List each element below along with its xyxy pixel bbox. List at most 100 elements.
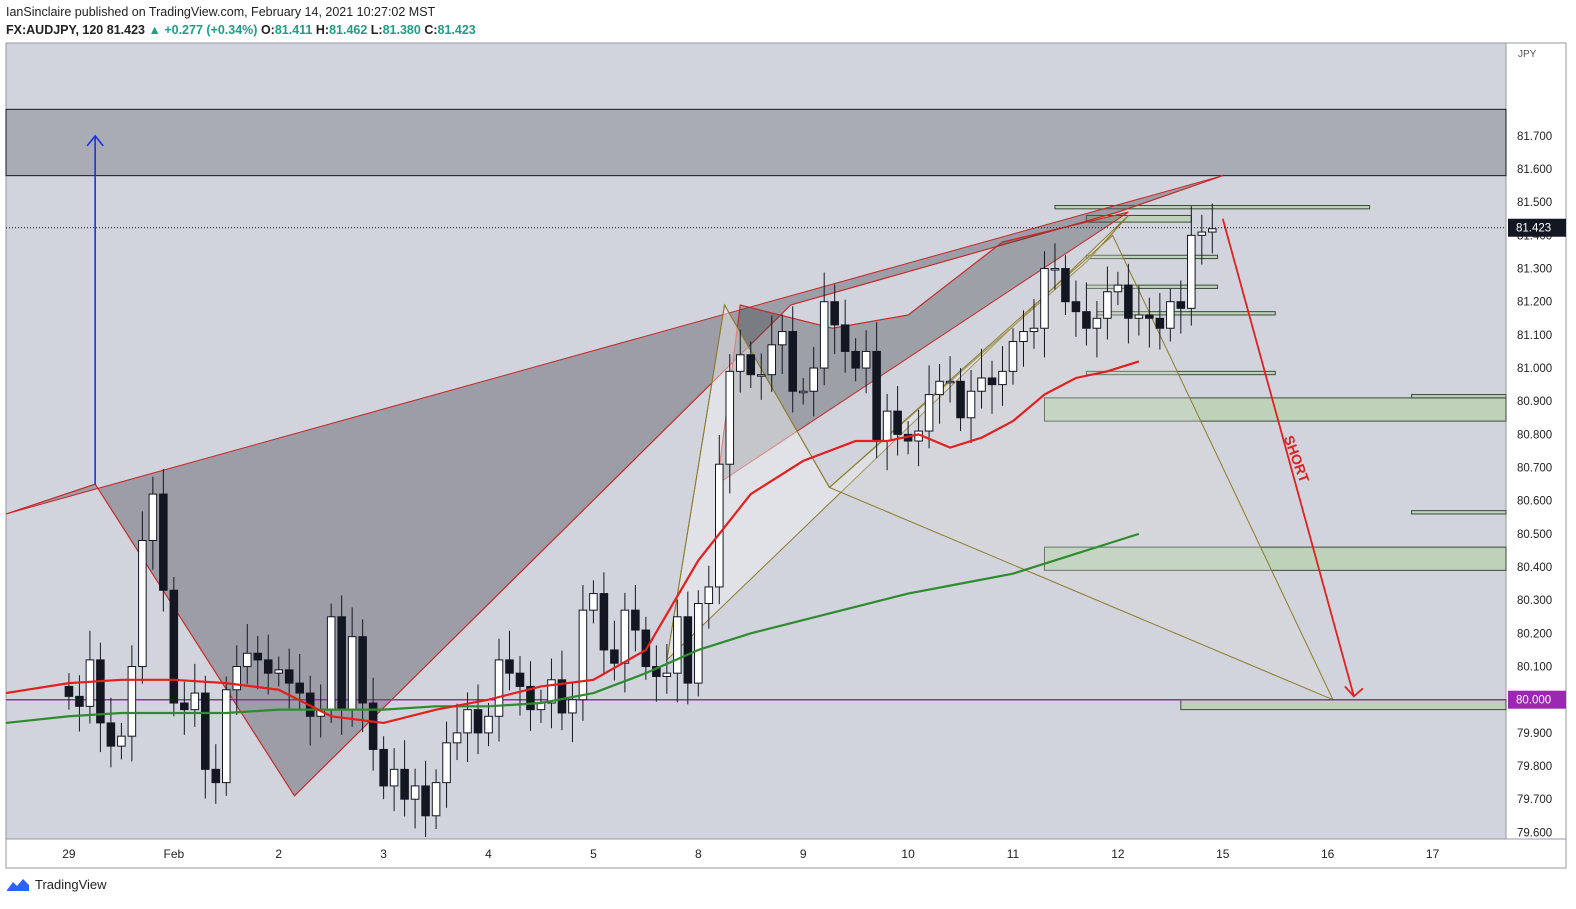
ema-fast-line — [5, 360, 1140, 725]
candle-body — [893, 410, 902, 435]
short-arrow-head-icon — [1344, 685, 1364, 698]
candle-body — [274, 669, 284, 674]
level-badge-text: 80.000 — [1516, 695, 1551, 707]
brand-name: TradingView — [35, 877, 107, 892]
time-tick-label: 11 — [1007, 847, 1020, 861]
candle-body — [1197, 231, 1207, 236]
candle-body — [389, 768, 399, 787]
level-badge: 80.000 — [1508, 690, 1566, 709]
candle-body — [631, 609, 640, 631]
candle-body — [1134, 314, 1144, 319]
time-tick-label: Feb — [163, 847, 184, 861]
candle-body — [505, 659, 514, 674]
time-tick-label: 15 — [1216, 847, 1230, 861]
candle-body — [599, 593, 609, 651]
harmonic-leg — [5, 175, 1223, 797]
candle-body — [1187, 234, 1196, 309]
candle-body — [998, 370, 1007, 386]
candle-body — [1092, 317, 1102, 329]
candle-body — [851, 350, 860, 369]
symbol-info: FX:AUDJPY, 120 81.423 ▲ +0.277 (+0.34%) … — [6, 23, 476, 37]
candle-body — [798, 390, 808, 394]
footer-brand[interactable]: TradingView — [6, 877, 107, 892]
price-tick-label: 79.800 — [1517, 761, 1552, 773]
candle-body — [1071, 301, 1081, 313]
candle-body — [683, 616, 693, 684]
price-tick-label: 81.300 — [1517, 264, 1552, 276]
candle-body — [568, 699, 577, 714]
candle-body — [704, 586, 714, 605]
price-tick-label: 80.700 — [1517, 463, 1552, 475]
candle-body — [1082, 311, 1091, 329]
price-tick-label: 81.500 — [1517, 197, 1552, 209]
time-tick-label: 2 — [275, 847, 282, 861]
candle-body — [169, 589, 179, 704]
time-tick-label: 5 — [590, 847, 597, 861]
candle-body — [872, 350, 881, 442]
candle-body — [148, 493, 158, 542]
candle-body — [64, 685, 74, 697]
last-price-text: 81.423 — [106, 23, 145, 37]
candle-body — [966, 390, 976, 419]
candle-body — [746, 354, 756, 376]
time-axis — [5, 838, 1567, 869]
level-badge-bg — [1508, 690, 1566, 709]
candle-body — [788, 331, 797, 392]
candle-body — [463, 709, 472, 734]
candle-body — [809, 367, 818, 392]
zone-rect — [1085, 254, 1219, 260]
candle-body — [358, 636, 367, 704]
candle-body — [735, 354, 745, 372]
candle-body — [106, 722, 116, 747]
candle-body — [1208, 228, 1217, 233]
candle-body — [924, 394, 934, 432]
candle-body — [1103, 291, 1112, 319]
candle-body — [410, 785, 420, 800]
candle-body — [452, 732, 462, 744]
candle-body — [127, 666, 137, 737]
candle-body — [610, 649, 619, 664]
time-tick-label: 17 — [1426, 847, 1440, 861]
candle-body — [253, 652, 263, 661]
candle-body — [1050, 268, 1060, 271]
candle-body — [526, 685, 535, 711]
candle-body — [767, 344, 777, 376]
publish-info: IanSinclaire published on TradingView.co… — [6, 5, 436, 19]
candle-body — [138, 540, 147, 668]
candle-body — [830, 301, 839, 326]
price-tick-label: 79.700 — [1517, 794, 1552, 806]
candle-body — [347, 636, 357, 711]
symbol-name[interactable]: FX:AUDJPY, 120 — [6, 23, 104, 37]
zone-rect — [1411, 510, 1507, 515]
candle-body — [1029, 327, 1039, 333]
candle-body — [211, 768, 221, 784]
projection-triangle — [828, 234, 1334, 701]
candle-body — [756, 374, 766, 377]
close-value: 81.423 — [437, 23, 476, 37]
candle-body — [861, 350, 871, 369]
ema-slow-line — [5, 532, 1140, 725]
candle-body — [620, 609, 630, 664]
candle-body — [484, 715, 493, 734]
candle-body — [180, 702, 189, 711]
price-tick-label: 81.700 — [1517, 131, 1552, 143]
candle-body — [96, 659, 105, 724]
candle-body — [337, 616, 346, 711]
time-tick-label: 16 — [1321, 847, 1335, 861]
candle-body — [882, 410, 892, 442]
candle-body — [1061, 268, 1070, 303]
up-arrow-head-icon — [86, 134, 104, 147]
harmonic-leg — [716, 211, 1129, 485]
zone-rect — [1411, 394, 1507, 399]
price-tick-label: 81.100 — [1517, 330, 1552, 342]
price-tick-label: 80.300 — [1517, 595, 1552, 607]
candle-body — [232, 666, 242, 691]
short-arrow — [1221, 218, 1355, 697]
candle-body — [295, 682, 304, 694]
candle-body — [547, 679, 556, 704]
price-tick-label: 79.600 — [1517, 827, 1552, 839]
last-price-badge-text: 81.423 — [1516, 223, 1551, 235]
price-tick-label: 81.200 — [1517, 297, 1552, 309]
candle-body — [956, 380, 965, 419]
